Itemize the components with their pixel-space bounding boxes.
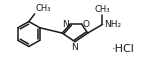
Text: N: N (72, 43, 78, 52)
Text: ·HCl: ·HCl (112, 44, 135, 54)
Text: O: O (83, 20, 90, 29)
Text: CH₃: CH₃ (95, 5, 110, 14)
Text: N: N (62, 20, 69, 29)
Text: CH₃: CH₃ (36, 4, 51, 13)
Text: NH₂: NH₂ (104, 20, 121, 29)
